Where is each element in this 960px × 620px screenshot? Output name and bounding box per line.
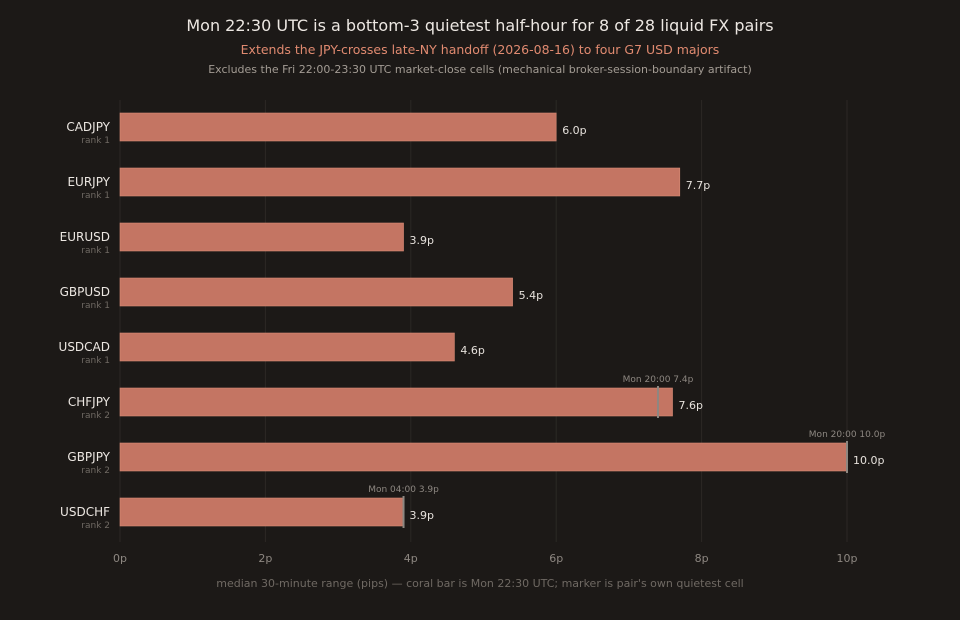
marker-label: Mon 20:00 10.0p (809, 430, 886, 440)
labels: CADJPY rank 1 6.0p EURJPY rank 1 7.7p EURUSD ra… (59, 120, 886, 531)
chart-subtitle: Extends the JPY-crosses late-NY handoff … (240, 42, 720, 57)
x-tick-label: 8p (695, 552, 709, 565)
value-label: 6.0p (562, 124, 586, 137)
bar-usdchf (119, 497, 404, 527)
value-label: 4.6p (460, 344, 484, 357)
category-label: GBPUSD (60, 285, 110, 299)
bar-gbpjpy (119, 442, 848, 472)
bar-cadjpy (119, 112, 557, 142)
x-tick-label: 4p (404, 552, 418, 565)
x-tick-label: 2p (258, 552, 272, 565)
category-label: USDCAD (59, 340, 110, 354)
chart-title: Mon 22:30 UTC is a bottom-3 quietest hal… (186, 16, 774, 35)
gridlines (119, 100, 848, 542)
value-label: 5.4p (519, 289, 543, 302)
category-label: GBPJPY (67, 450, 110, 464)
marker-label: Mon 04:00 3.9p (368, 485, 439, 495)
rank-label: rank 2 (81, 411, 110, 421)
x-tick-label: 6p (549, 552, 563, 565)
category-label: EURJPY (67, 175, 110, 189)
bar-eurusd (119, 222, 404, 252)
value-label: 3.9p (410, 509, 434, 522)
x-ticks: 0p 2p 4p 6p 8p 10p (113, 552, 857, 565)
rank-label: rank 1 (81, 136, 110, 146)
value-label: 7.7p (686, 179, 710, 192)
category-label: USDCHF (60, 505, 110, 519)
bar-gbpusd (119, 277, 513, 307)
value-label: 10.0p (853, 454, 884, 467)
value-label: 7.6p (679, 399, 703, 412)
category-label: EURUSD (60, 230, 110, 244)
rank-label: rank 1 (81, 301, 110, 311)
rank-label: rank 2 (81, 466, 110, 476)
rank-label: rank 1 (81, 191, 110, 201)
rank-label: rank 1 (81, 356, 110, 366)
bar-chfjpy (119, 387, 673, 417)
category-label: CHFJPY (68, 395, 111, 409)
bar-usdcad (119, 332, 455, 362)
x-tick-label: 0p (113, 552, 127, 565)
value-label: 3.9p (410, 234, 434, 247)
bar-eurjpy (119, 167, 681, 197)
marker-label: Mon 20:00 7.4p (623, 375, 694, 385)
category-label: CADJPY (66, 120, 110, 134)
x-axis-label: median 30-minute range (pips) — coral ba… (216, 577, 744, 590)
x-tick-label: 10p (837, 552, 858, 565)
bars (119, 112, 848, 528)
rank-label: rank 1 (81, 246, 110, 256)
rank-label: rank 2 (81, 521, 110, 531)
chart-note: Excludes the Fri 22:00-23:30 UTC market-… (208, 63, 752, 76)
